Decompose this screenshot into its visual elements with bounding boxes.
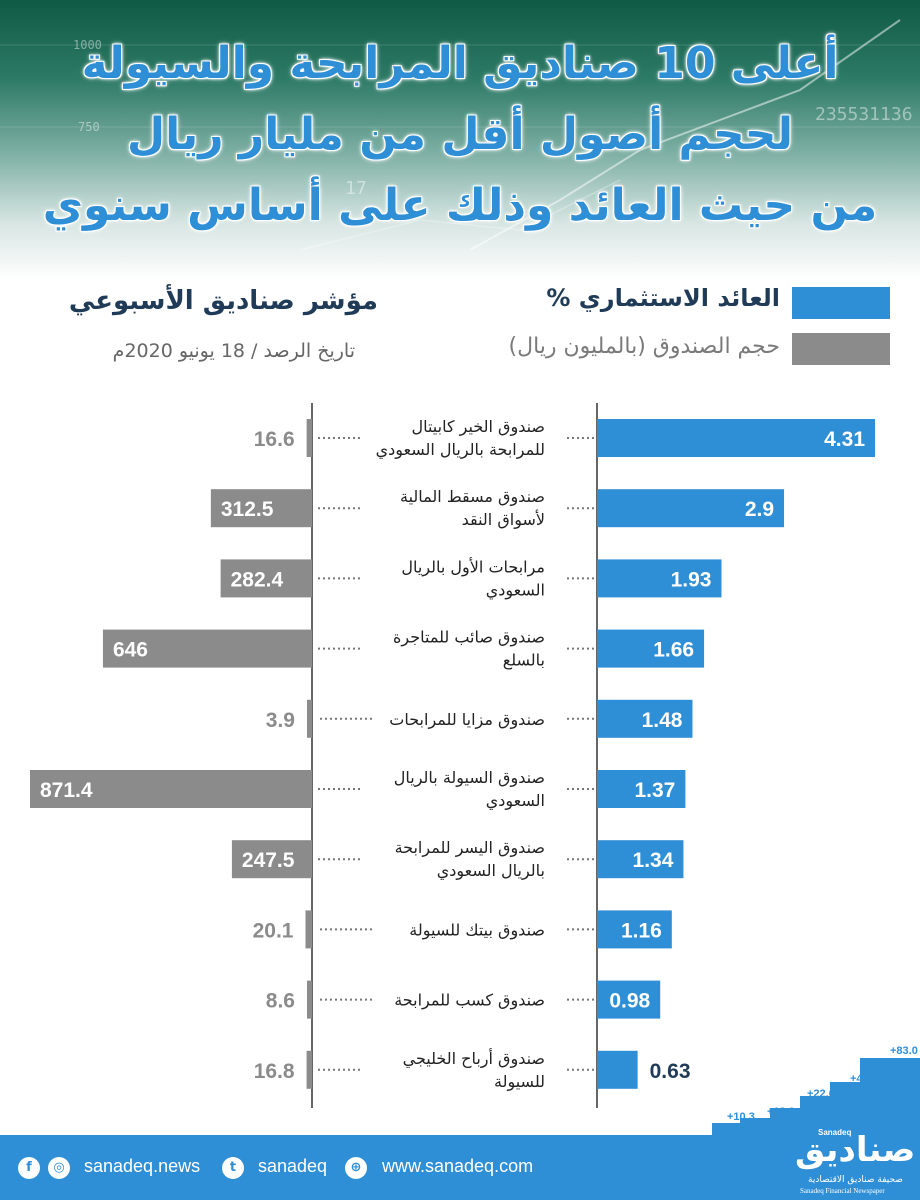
size-value-label: 16.8 bbox=[254, 1060, 295, 1083]
header-background bbox=[0, 0, 920, 280]
return-value-label: 4.31 bbox=[824, 428, 865, 451]
website-link[interactable]: www.sanadeq.com bbox=[382, 1156, 534, 1176]
return-value-label: 0.63 bbox=[650, 1060, 691, 1083]
return-value-label: 1.34 bbox=[633, 849, 674, 872]
category-label: صندوق مزايا للمرابحات bbox=[389, 710, 545, 730]
twitter-handle[interactable]: sanadeq bbox=[258, 1156, 328, 1176]
return-bar bbox=[597, 489, 785, 528]
category-label: صندوق مسقط المالية bbox=[400, 487, 545, 507]
brand-logo: صناديق bbox=[795, 1130, 916, 1170]
return-value-label: 1.66 bbox=[653, 639, 694, 662]
size-bar bbox=[307, 980, 312, 1019]
size-value-label: 282.4 bbox=[231, 568, 284, 591]
size-value-label: 8.6 bbox=[266, 990, 295, 1013]
social-handle[interactable]: sanadeq.news bbox=[84, 1156, 201, 1176]
size-bar bbox=[306, 1050, 312, 1089]
return-value-label: 0.98 bbox=[609, 990, 650, 1013]
growth-step bbox=[800, 1096, 830, 1135]
instagram-icon[interactable]: ◎ bbox=[48, 1157, 70, 1179]
category-label: صندوق كسب للمرابحة bbox=[394, 991, 545, 1011]
growth-label: +10.3 bbox=[727, 1111, 755, 1123]
size-value-label: 871.4 bbox=[40, 779, 93, 802]
header-bg-number: 235531136 bbox=[815, 104, 913, 125]
legend-return-swatch bbox=[792, 287, 890, 319]
growth-step bbox=[712, 1123, 740, 1135]
header-decoration bbox=[0, 19, 920, 251]
category-label: صندوق الخير كابيتال bbox=[411, 417, 545, 437]
header-bg-number: 1000 bbox=[73, 38, 102, 52]
growth-label: +41.9 bbox=[850, 1073, 878, 1085]
title-line: من حيث العائد وذلك على أساس سنوي bbox=[42, 180, 878, 231]
return-bar bbox=[597, 699, 693, 738]
return-value-label: 1.16 bbox=[621, 919, 662, 942]
category-label: للسيولة bbox=[494, 1072, 545, 1092]
header-bg-number: 750 bbox=[78, 120, 100, 134]
growth-label: +83.0 bbox=[890, 1045, 918, 1057]
category-label: بالريال السعودي bbox=[437, 861, 545, 881]
return-value-label: 1.93 bbox=[671, 568, 712, 591]
globe-icon[interactable]: ⊕ bbox=[345, 1157, 367, 1179]
size-bar bbox=[306, 419, 312, 457]
return-value-label: 2.9 bbox=[745, 498, 774, 521]
category-label: صندوق بيتك للسيولة bbox=[409, 920, 545, 940]
size-value-label: 646 bbox=[113, 639, 148, 662]
category-label: صندوق اليسر للمرابحة bbox=[395, 838, 545, 858]
size-value-label: 247.5 bbox=[242, 849, 295, 872]
return-value-label: 1.37 bbox=[634, 779, 675, 802]
return-bar bbox=[597, 980, 661, 1019]
twitter-icon[interactable]: t bbox=[222, 1157, 244, 1179]
size-bar bbox=[305, 910, 312, 949]
size-value-label: 20.1 bbox=[253, 919, 294, 942]
size-bar bbox=[30, 770, 312, 808]
brand-subtitle-ar: صحيفة صناديق الاقتصادية bbox=[808, 1175, 903, 1185]
growth-step bbox=[860, 1058, 920, 1135]
chart-rows: 4.31 16.6 صندوق الخير كابيتال للمرابحة بالر… bbox=[30, 417, 875, 1092]
size-bar bbox=[210, 489, 312, 528]
index-title: مؤشر صناديق الأسبوعي bbox=[68, 286, 378, 316]
growth-step bbox=[740, 1118, 770, 1135]
growth-label: +12.0 bbox=[767, 1106, 795, 1118]
category-label: مرابحات الأول بالريال bbox=[401, 556, 545, 577]
legend-size-label: حجم الصندوق (بالمليون ريال) bbox=[508, 334, 781, 359]
category-label: السعودي bbox=[486, 580, 545, 600]
category-label: لأسواق النقد bbox=[462, 509, 545, 530]
category-label: صندوق السيولة بالريال bbox=[394, 768, 545, 788]
legend-size-swatch bbox=[792, 333, 890, 365]
title-line: لحجم أصول أقل من مليار ريال bbox=[127, 109, 793, 160]
size-bar bbox=[231, 840, 312, 879]
growth-label: +22.6 bbox=[807, 1088, 835, 1100]
growth-step bbox=[830, 1082, 860, 1135]
footer-bar bbox=[0, 1135, 920, 1200]
category-label: السعودي bbox=[486, 791, 545, 811]
return-bar bbox=[597, 1050, 638, 1089]
brand-subtitle-en: Sanadeq Financial Newspaper bbox=[800, 1187, 885, 1195]
legend-return-label: العائد الاستثماري % bbox=[546, 284, 780, 312]
category-label: صندوق صائب للمتاجرة bbox=[393, 628, 545, 648]
size-value-label: 16.6 bbox=[254, 428, 295, 451]
return-bar bbox=[597, 629, 705, 668]
size-bar bbox=[102, 629, 313, 668]
category-label: بالسلع bbox=[503, 651, 545, 671]
brand-name-en: Sanadeq bbox=[818, 1128, 852, 1137]
header-bg-number: 17 bbox=[345, 178, 367, 199]
size-bar bbox=[307, 699, 312, 738]
report-date: تاريخ الرصد / 18 يونيو 2020م bbox=[112, 340, 355, 362]
return-bar bbox=[597, 770, 686, 808]
size-bar bbox=[220, 559, 312, 598]
growth-step bbox=[770, 1108, 800, 1135]
facebook-icon[interactable]: f bbox=[18, 1157, 40, 1179]
size-value-label: 312.5 bbox=[221, 498, 274, 521]
category-label: للمرابحة بالريال السعودي bbox=[376, 440, 545, 460]
return-bar bbox=[597, 559, 722, 598]
title-line: أعلى 10 صناديق المرابحة والسيولة bbox=[81, 38, 839, 89]
return-bar bbox=[597, 419, 875, 457]
return-bar bbox=[597, 840, 684, 879]
return-bar bbox=[597, 910, 672, 949]
page-title: أعلى 10 صناديق المرابحة والسيولة لحجم أص… bbox=[20, 28, 900, 241]
size-value-label: 3.9 bbox=[266, 709, 295, 732]
return-value-label: 1.48 bbox=[642, 709, 683, 732]
category-label: صندوق أرباح الخليجي bbox=[403, 1048, 545, 1069]
